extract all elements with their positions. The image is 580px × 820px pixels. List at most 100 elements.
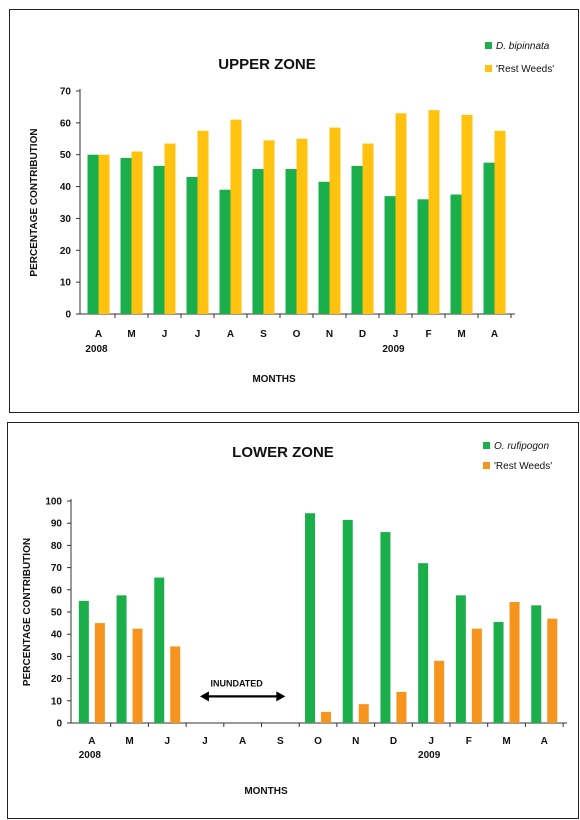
y-tick-label: 10 xyxy=(60,278,72,289)
inundated-arrow-right-head xyxy=(276,691,286,702)
x-tick-label: M xyxy=(125,736,133,747)
x-tick-label: J xyxy=(393,329,399,340)
bar-rest-weeds xyxy=(170,646,181,723)
legend-label: 'Rest Weeds' xyxy=(494,461,552,472)
y-tick-label: 0 xyxy=(56,719,62,730)
legend-swatch xyxy=(483,442,490,449)
y-tick-label: 50 xyxy=(60,150,72,161)
x-tick-label: D xyxy=(390,736,397,747)
y-tick-label: 10 xyxy=(51,696,63,707)
bar-rest-weeds xyxy=(98,154,110,314)
legend-label: D. bipinnata xyxy=(496,41,550,52)
x-tick-label: A xyxy=(95,329,102,340)
legend-label: 'Rest Weeds' xyxy=(496,64,554,75)
y-tick-label: 30 xyxy=(51,652,63,663)
bar-primary xyxy=(384,196,396,314)
legend-swatch xyxy=(483,462,490,469)
legend-swatch xyxy=(485,65,492,72)
bar-primary xyxy=(483,162,495,314)
y-tick-label: 20 xyxy=(60,246,72,257)
y-tick-label: 40 xyxy=(51,630,63,641)
x-tick-label: A xyxy=(88,736,95,747)
x-tick-label: S xyxy=(277,736,284,747)
x-tick-label: J xyxy=(195,329,201,340)
x-tick-label: J xyxy=(164,736,170,747)
bar-primary xyxy=(116,595,127,723)
inundated-arrow-left-head xyxy=(199,691,209,702)
x-tick-label: M xyxy=(502,736,510,747)
x-tick-label: J xyxy=(428,736,434,747)
bar-primary xyxy=(455,595,466,723)
chart-title: UPPER ZONE xyxy=(218,56,316,73)
y-axis-label: PERCENTAGE CONTRIBUTION xyxy=(22,538,33,686)
bar-primary xyxy=(417,199,429,314)
x-tick-label: D xyxy=(359,329,366,340)
bar-rest-weeds xyxy=(329,127,341,314)
lower-zone-chart: LOWER ZONE 0 10 20 30 40 50 60 70 80 90 100 PERCENTA… xyxy=(22,441,568,797)
x-axis-label: MONTHS xyxy=(252,374,296,385)
y-tick-label: 70 xyxy=(60,87,72,98)
x-tick-label: A xyxy=(491,329,498,340)
bar-rest-weeds xyxy=(321,711,332,723)
x-tick-label: J xyxy=(202,736,208,747)
x-tick-label: M xyxy=(457,329,465,340)
y-tick-label: 70 xyxy=(51,563,63,574)
bar-rest-weeds xyxy=(296,138,308,314)
y-tick-label: 20 xyxy=(51,674,63,685)
bar-primary xyxy=(450,194,462,314)
legend-swatch xyxy=(485,42,492,49)
bar-primary xyxy=(219,189,231,314)
y-tick-label: 90 xyxy=(51,519,63,530)
x-tick-label: A xyxy=(227,329,234,340)
year-label: 2008 xyxy=(79,750,102,761)
x-tick-label: N xyxy=(326,329,333,340)
bar-primary xyxy=(186,177,198,314)
bar-primary xyxy=(87,154,99,314)
x-tick-label: M xyxy=(127,329,135,340)
bar-rest-weeds xyxy=(362,143,374,314)
year-label: 2009 xyxy=(418,750,441,761)
legend-label: O. rufipogon xyxy=(494,441,549,452)
bar-primary xyxy=(342,519,353,723)
bar-rest-weeds xyxy=(164,143,176,314)
y-tick-label: 60 xyxy=(51,585,63,596)
y-tick-label: 80 xyxy=(51,541,63,552)
year-label: 2008 xyxy=(85,344,108,355)
chart-title: LOWER ZONE xyxy=(232,444,334,461)
y-tick-label: 30 xyxy=(60,214,72,225)
y-tick-label: 60 xyxy=(60,118,72,129)
year-label: 2009 xyxy=(382,344,405,355)
bar-rest-weeds xyxy=(230,119,242,315)
y-tick-label: 40 xyxy=(60,182,72,193)
x-tick-label: A xyxy=(541,736,548,747)
bar-rest-weeds xyxy=(494,130,506,314)
bar-primary xyxy=(351,165,363,314)
bar-primary xyxy=(78,600,89,723)
bar-rest-weeds xyxy=(131,151,143,314)
y-tick-label: 50 xyxy=(51,608,63,619)
bar-rest-weeds xyxy=(197,130,209,314)
bar-primary xyxy=(493,621,504,723)
bar-primary xyxy=(120,157,132,314)
bar-primary xyxy=(418,563,429,723)
x-tick-label: O xyxy=(293,329,301,340)
x-tick-label: A xyxy=(239,736,246,747)
bar-rest-weeds xyxy=(547,618,558,723)
x-tick-label: F xyxy=(466,736,472,747)
bar-rest-weeds xyxy=(358,704,369,723)
bar-primary xyxy=(285,169,297,314)
bar-rest-weeds xyxy=(395,113,407,314)
bar-primary xyxy=(153,165,165,314)
bar-rest-weeds xyxy=(471,628,482,723)
y-axis-label: PERCENTAGE CONTRIBUTION xyxy=(29,128,40,276)
y-tick-label: 100 xyxy=(45,497,62,508)
bar-primary xyxy=(531,605,542,723)
x-tick-label: J xyxy=(162,329,168,340)
lower-zone-chart-panel: LOWER ZONE 0 10 20 30 40 50 60 70 80 90 100 PERCENTA… xyxy=(7,422,579,819)
upper-zone-chart: UPPER ZONE 0 10 20 30 40 50 60 70 PERCENTAGE CONT… xyxy=(29,41,554,385)
bar-primary xyxy=(252,169,264,314)
x-tick-label: O xyxy=(314,736,322,747)
x-axis-label: MONTHS xyxy=(244,786,288,797)
bar-rest-weeds xyxy=(461,114,473,315)
bar-primary xyxy=(154,577,165,723)
